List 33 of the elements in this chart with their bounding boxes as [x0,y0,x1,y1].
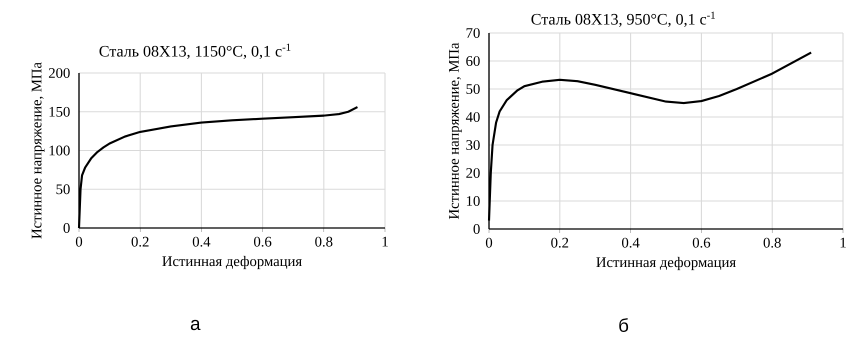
y-tick-label: 30 [466,140,480,150]
x-tick-label: 0 [76,236,82,247]
x-tick-label: 0.2 [132,236,149,247]
x-tick-label: 0.8 [315,236,332,247]
x-tick-label: 0.6 [254,236,272,247]
y-tick-label: 60 [466,56,480,66]
x-tick-label: 0.6 [692,238,710,248]
x-axis-title: Истинная деформация [596,256,736,270]
chart-title: Сталь 08Х13, 1150°C, 0,1 с$^{-1}$ [100,44,290,59]
x-tick-label: 0.8 [764,238,781,248]
y-axis-title: Истинное напряжение, МПа [449,42,462,220]
y-tick-label: 0 [474,224,480,234]
x-tick-label: 0.2 [551,238,568,248]
x-tick-label: 0.4 [192,236,210,247]
y-tick-label: 70 [466,28,480,38]
text: б [619,318,628,332]
y-tick-label: 200 [48,68,70,78]
y-tick-label: 50 [56,184,70,194]
y-tick-label: 0 [64,223,70,233]
x-tick-label: 0 [486,238,492,248]
x-tick-label: 1 [840,238,846,248]
y-tick-label: 100 [50,146,70,156]
y-axis-title: Истинное напряжение, МПа [32,62,44,239]
y-tick-label: 40 [466,112,480,122]
x-tick-label: 0.4 [622,238,640,248]
y-tick-label: 50 [466,84,480,94]
y-tick-label: 10 [466,196,480,206]
text: а [190,320,200,330]
y-tick-label: 20 [466,168,480,178]
x-tick-label: 1 [382,236,388,246]
x-axis-title: Истинная деформация [162,256,302,270]
y-tick-label: 150 [50,106,70,117]
chart-title: Сталь 08Х13, 950°C, 0,1 с$^{-1}$ [531,12,715,27]
